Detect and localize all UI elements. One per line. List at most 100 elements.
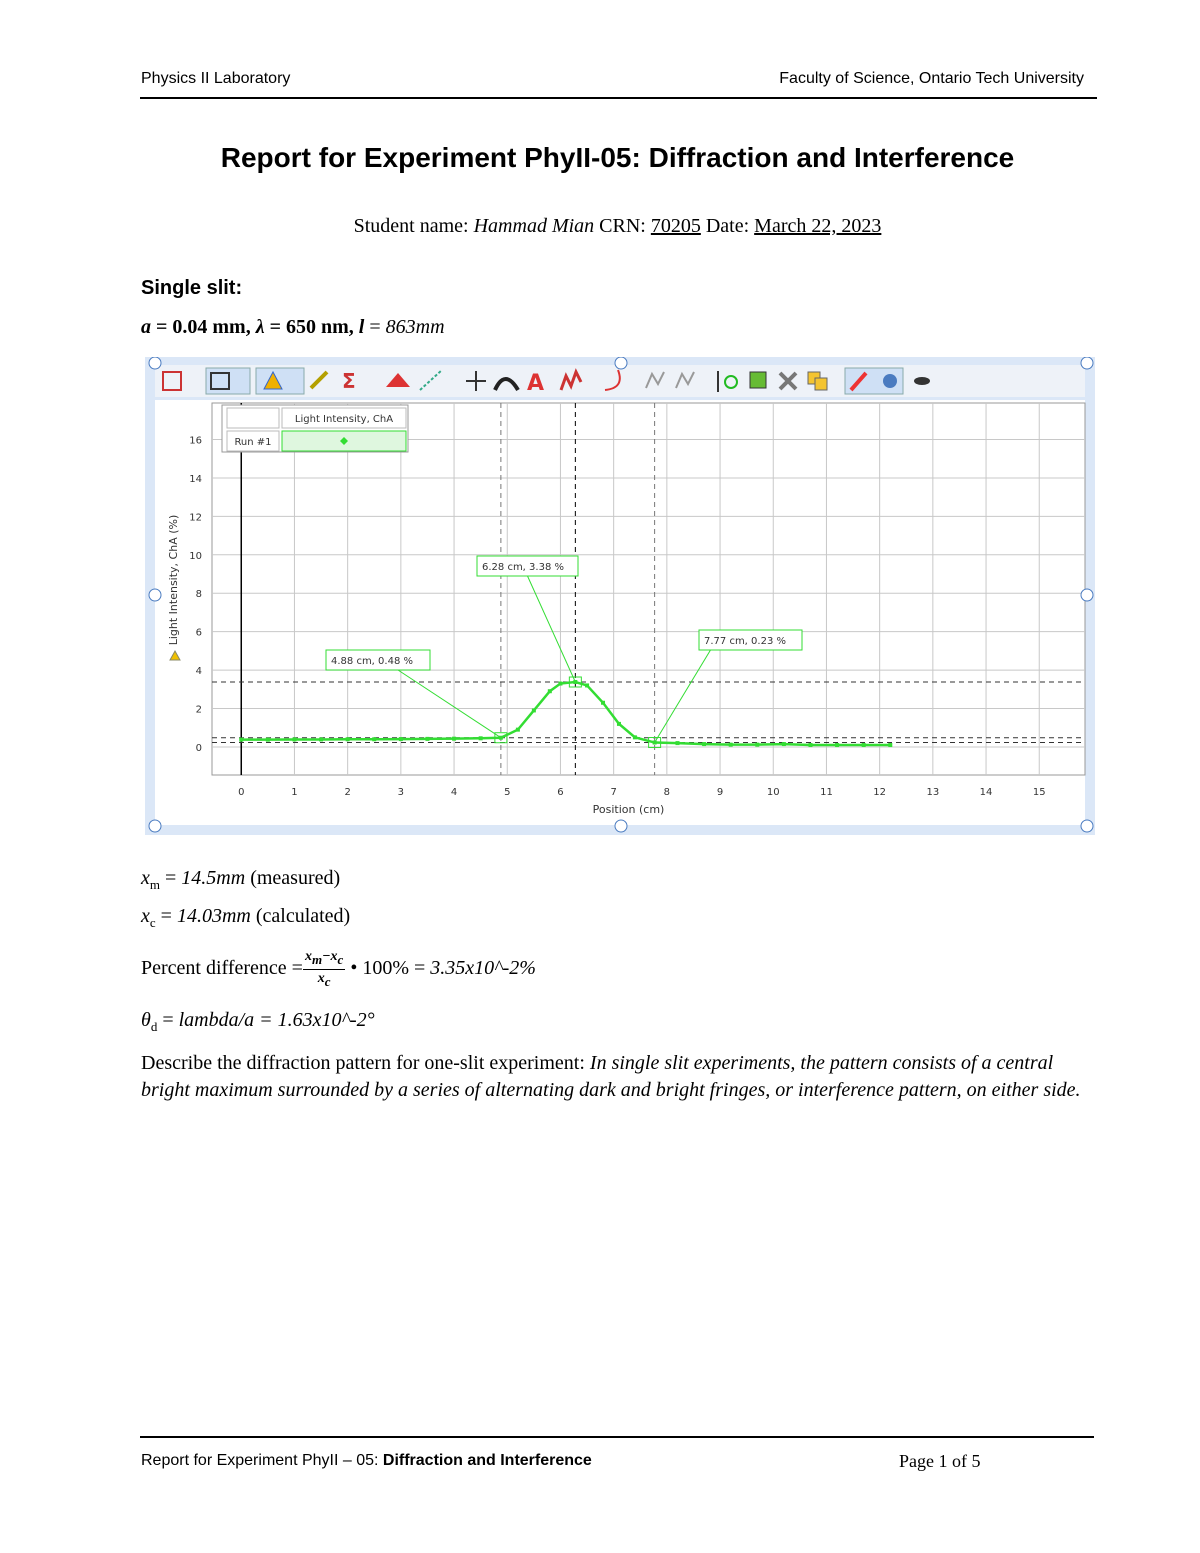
handle[interactable] [1080,588,1094,602]
note: (measured) [245,867,341,889]
x-tick-label: 12 [873,787,886,798]
student-name: Hammad Mian [473,215,595,237]
symbol: x [141,905,150,927]
toolbar-button[interactable] [493,377,520,392]
toolbar-button[interactable] [210,372,230,390]
warning-icon [169,649,181,661]
data-point [531,708,536,713]
toolbar-button[interactable] [255,367,305,395]
toolbar-button[interactable] [466,371,486,391]
toolbar-button[interactable]: Σ [342,369,356,393]
chart-screenshot: Σ A 0 1 2 3 4 5 6 7 8 9 10 11 12 13 14 150246810121416P… [145,357,1095,835]
data-point [808,743,813,748]
crn: 70205 [650,215,701,237]
param: = 0.04 mm, [151,316,256,338]
annotation-label: 6.28 cm, 3.38 % [482,562,564,573]
subscript: c [337,951,344,967]
toolbar-button[interactable] [645,371,665,389]
legend-entry: Run #1 [234,437,271,448]
toolbar-button[interactable] [814,377,828,391]
param: = 650 nm, [264,316,359,338]
y-tick-label: 2 [196,705,202,716]
data-point [728,742,733,747]
data-point [616,721,621,726]
toolbar-button[interactable] [849,371,868,392]
toolbar-button[interactable] [386,373,410,387]
data-point [372,737,377,742]
handle[interactable] [614,819,628,833]
toolbar-button[interactable] [914,377,930,385]
annotation-point-box [648,737,662,749]
y-tick-label: 4 [196,666,202,677]
data-point [452,736,457,741]
toolbar-button[interactable] [883,374,897,388]
title: Report for Experiment PhyII-05: Diffract… [220,142,1015,173]
symbol: x [317,970,325,986]
toolbar-button[interactable] [604,369,621,391]
y-tick-label: 10 [189,551,202,562]
label: Percent difference = [141,956,303,979]
legend-cell [226,407,280,429]
footer-text: Diffraction and Interference [382,1452,592,1469]
annotation-leader [527,575,576,683]
annotation-box [698,629,803,651]
label: CRN: [594,215,651,237]
value: 14.03mm [176,905,251,927]
prompt: Describe the diffraction pattern for one… [141,1052,590,1074]
annotation-label: 4.88 cm, 0.48 % [331,656,413,667]
toolbar-button[interactable] [724,375,738,389]
data-point [547,689,552,694]
x-tick-label: 15 [1033,787,1046,798]
annotation-point-box [494,732,508,744]
handle[interactable] [148,588,162,602]
symbol: x [304,949,312,964]
section-heading: Single slit: [141,277,243,299]
value: 14.5mm [181,867,246,889]
toolbar-button[interactable]: A [527,371,544,396]
param: = [364,316,386,338]
x-tick-label: 5 [504,787,510,798]
y-tick-label: 16 [189,436,202,447]
equals: = [157,1009,179,1031]
data-point [398,737,403,742]
subscript: c [324,973,331,989]
header-rule [140,97,1097,99]
toolbar-button[interactable] [162,371,182,391]
data-point [345,737,350,742]
data-point [558,681,563,686]
toolbar-button[interactable] [309,370,329,390]
legend-swatch [340,437,348,445]
handle[interactable] [614,357,628,370]
student-line: Student name: Hammad Mian CRN: 70205 Dat… [0,215,1200,238]
handle[interactable] [148,819,162,833]
data-point [478,736,483,741]
toolbar-icons: Σ A [162,367,930,396]
data-point [835,743,840,748]
toolbar-button[interactable] [559,368,583,391]
y-tick-label: 0 [196,743,202,754]
handle[interactable] [1080,819,1094,833]
label: Student name: [353,215,474,237]
handle[interactable] [148,357,162,370]
subscript: c [149,915,156,930]
footer-text: Report for Experiment PhyII – 05: [141,1452,383,1469]
annotation-leader [654,649,711,743]
annotation-label: 7.77 cm, 0.23 % [704,636,786,647]
times: • 100% = [345,956,431,979]
footer-rule [140,1436,1094,1438]
toolbar-button[interactable] [778,371,798,391]
symbol: θ [141,1009,151,1031]
percent-difference: Percent difference = xm−xc xc • 100% = 3.3… [141,948,536,991]
toolbar-button[interactable] [749,371,767,389]
handle[interactable] [1080,357,1094,370]
value: 3.35x10^-2% [430,956,536,979]
data-point [585,683,590,688]
toolbar-button[interactable] [263,370,283,390]
x-tick-label: 0 [238,787,244,798]
toolbar-button[interactable] [675,371,695,389]
subscript: m [311,951,323,967]
subscript: d [150,1019,158,1034]
footer-left: Report for Experiment PhyII – 05: Diffra… [141,1452,592,1470]
data-point [265,737,270,742]
legend-cell [226,430,280,452]
